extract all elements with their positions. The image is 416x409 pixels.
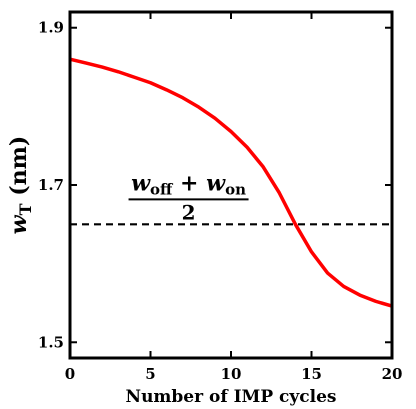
x-tick-label: 5 [145, 365, 155, 383]
x-tick-label: 0 [65, 365, 75, 383]
annotation-numerator: woff + won [131, 170, 246, 198]
series-line-solid [69, 57, 393, 308]
x-tick-label: 20 [382, 365, 403, 383]
x-tick-label: 10 [221, 365, 242, 383]
x-tick-label: 15 [301, 365, 322, 383]
annotation-w-off: w [131, 170, 151, 196]
annotation-w-on: w [206, 170, 226, 196]
plot-frame [68, 10, 394, 360]
x-axis-label: Number of IMP cycles [126, 387, 337, 407]
ticks: 0 5 10 15 20 1.5 1.7 1.9 [38, 12, 403, 383]
annotation-sub-off: off [150, 180, 174, 198]
y-tick-label: 1.7 [38, 176, 64, 194]
annotation-denominator: 2 [182, 200, 196, 224]
annotation: woff + won 2 [128, 170, 249, 224]
series-layer [69, 57, 393, 308]
y-tick-label: 1.9 [38, 19, 64, 37]
y-tick-label: 1.5 [38, 333, 64, 351]
y-axis-label-w: w [6, 214, 32, 234]
y-axis-label: wT (nm) [6, 136, 35, 235]
y-axis-label-sub: T [16, 203, 35, 215]
annotation-plus: + [172, 170, 206, 196]
annotation-sub-on: on [225, 180, 246, 198]
y-axis-label-unit: (nm) [6, 136, 32, 204]
